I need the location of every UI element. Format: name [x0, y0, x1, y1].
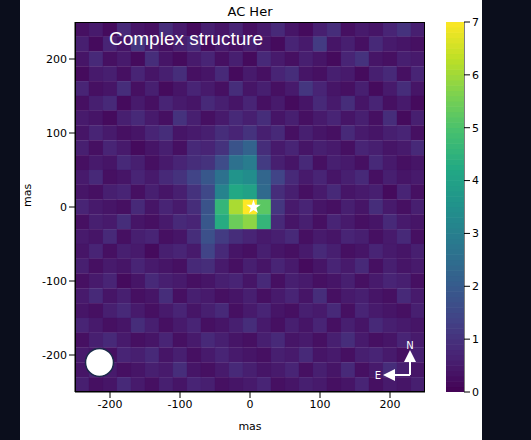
- svg-text:200: 200: [46, 53, 67, 66]
- svg-text:100: 100: [46, 127, 67, 140]
- svg-text:5: 5: [472, 122, 479, 135]
- svg-text:3: 3: [472, 227, 479, 240]
- svg-text:200: 200: [380, 398, 401, 411]
- svg-text:N: N: [406, 340, 413, 351]
- svg-text:-200: -200: [98, 398, 123, 411]
- svg-text:7: 7: [472, 16, 479, 29]
- svg-text:2: 2: [472, 280, 479, 293]
- svg-text:6: 6: [472, 69, 479, 82]
- svg-text:100: 100: [310, 398, 331, 411]
- html-text:AC Her: AC Her: [227, 4, 273, 19]
- svg-text:0: 0: [247, 398, 254, 411]
- svg-text:4: 4: [472, 174, 479, 187]
- svg-text:mas: mas: [21, 184, 34, 207]
- html-text:Complex structure: Complex structure: [109, 28, 264, 49]
- svg-text:-100: -100: [168, 398, 193, 411]
- svg-text:mas: mas: [238, 420, 261, 433]
- svg-text:0: 0: [472, 386, 479, 399]
- svg-text:-100: -100: [42, 275, 67, 288]
- svg-text:0: 0: [60, 201, 67, 214]
- svg-text:1: 1: [472, 333, 479, 346]
- svg-text:E: E: [375, 370, 381, 381]
- svg-text:-200: -200: [42, 349, 67, 362]
